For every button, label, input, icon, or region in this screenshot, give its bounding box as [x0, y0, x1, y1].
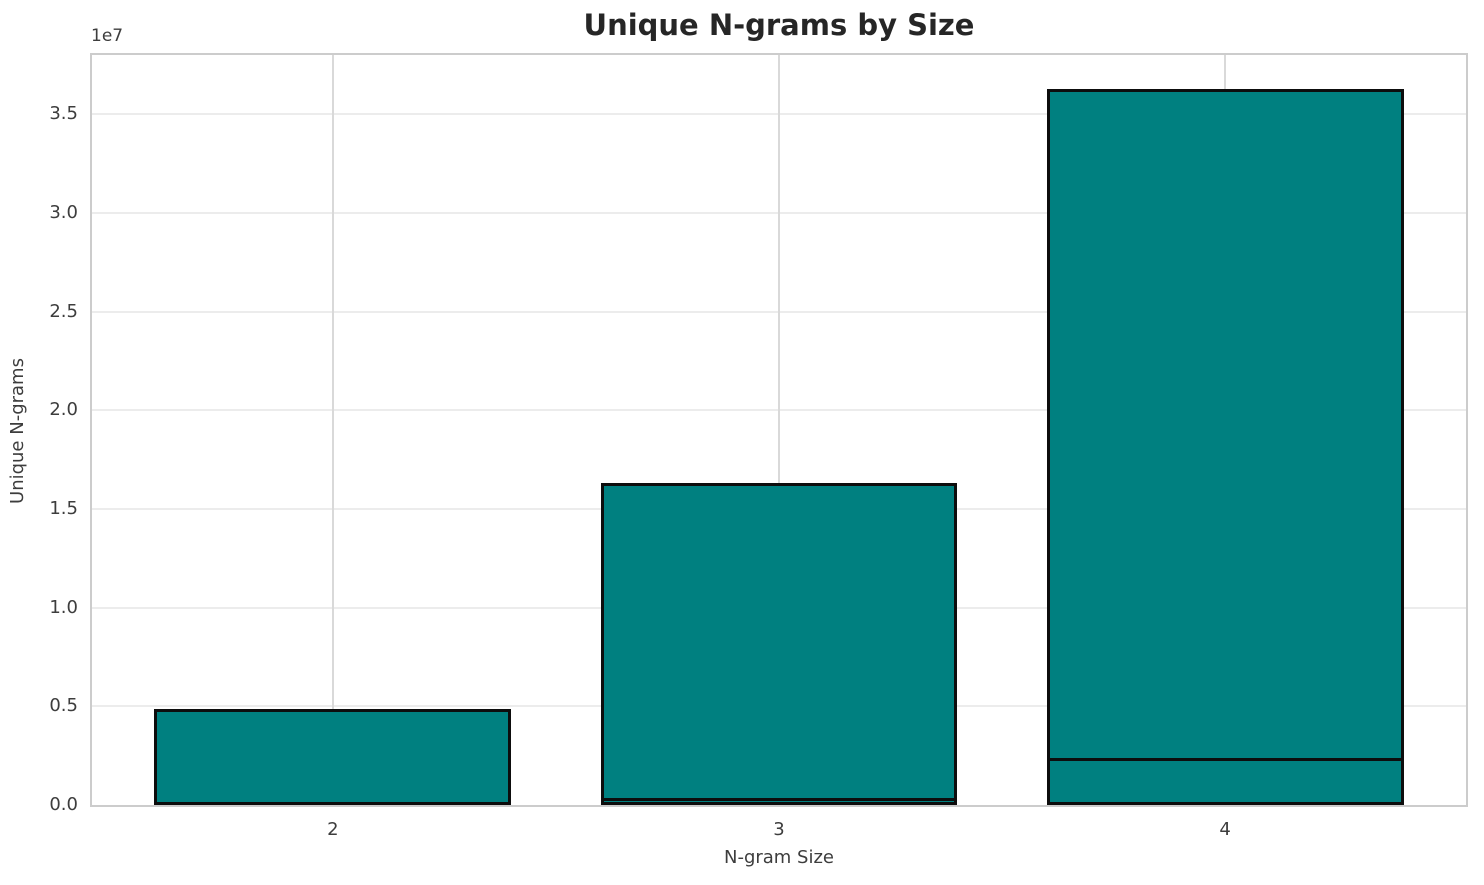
y-tick-label: 3.0: [49, 201, 78, 223]
chart-title: Unique N-grams by Size: [583, 8, 975, 42]
y-tick-label: 3.5: [49, 103, 78, 125]
x-tick-label: 3: [773, 819, 785, 840]
y-tick-label: 1.5: [49, 497, 78, 519]
x-axis-label: N-gram Size: [723, 847, 835, 868]
gridline-vertical: [778, 55, 780, 805]
y-tick-label: 2.5: [49, 300, 78, 322]
x-tick-label: 2: [327, 819, 339, 840]
gridline-vertical: [331, 55, 334, 805]
bar-unique-ngrams-inner-overlay-x4: [1046, 758, 1404, 805]
bar-unique-ngrams-inner-overlay-x3: [600, 798, 958, 805]
plot-area: [90, 53, 1468, 807]
y-tick-label: 0.5: [49, 695, 78, 717]
y-tick-label: 0.0: [49, 794, 78, 815]
y-axis-offset-text: 1e7: [91, 26, 124, 46]
bar-unique-ngrams-total-x4: [1046, 89, 1404, 805]
y-tick-label: 1.0: [49, 596, 78, 618]
bar-unique-ngrams-total-x2: [154, 709, 512, 805]
y-axis-label: Unique N-grams: [7, 358, 28, 504]
y-tick-label: 2.0: [49, 399, 78, 421]
bar-unique-ngrams-total-x3: [600, 482, 958, 805]
x-tick-label: 4: [1219, 819, 1231, 840]
